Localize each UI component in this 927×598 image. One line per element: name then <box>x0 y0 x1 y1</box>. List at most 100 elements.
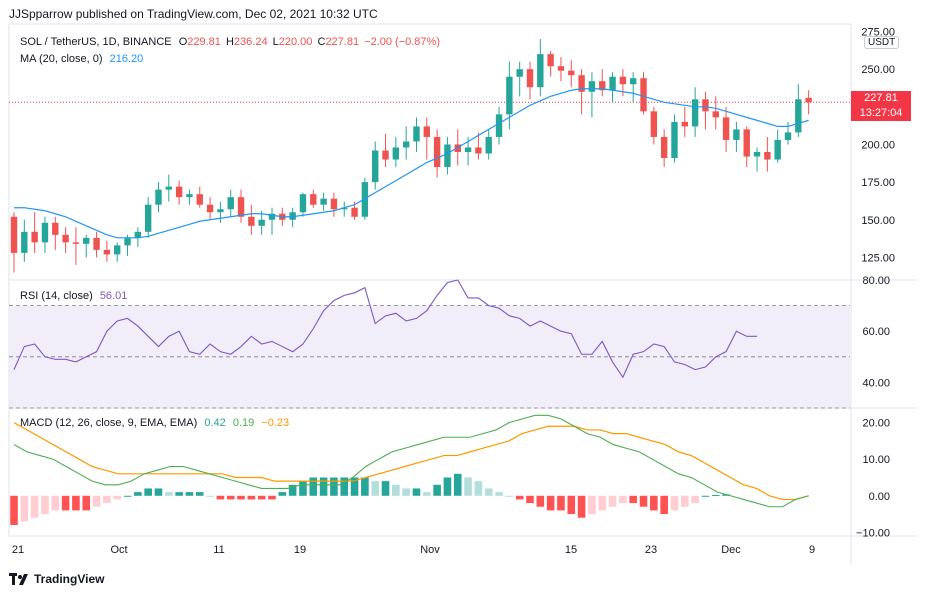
candle-body <box>588 81 596 92</box>
candle-body <box>671 121 678 159</box>
time-tick-label: 19 <box>294 544 306 556</box>
change-value: −2.00 (−0.87%) <box>364 36 440 48</box>
macd-tick-label: 0.00 <box>869 491 890 503</box>
macd-histogram-bar <box>381 481 390 496</box>
time-tick-label: 9 <box>809 544 815 556</box>
close-value: 227.81 <box>325 36 360 48</box>
time-tick-label: 15 <box>565 544 577 556</box>
candle-body <box>52 222 59 235</box>
candle-body <box>83 237 90 244</box>
rsi-line <box>13 279 758 379</box>
macd-histogram-bar <box>134 492 142 496</box>
candle-body <box>753 152 761 157</box>
candle-body <box>196 194 203 205</box>
candle-body <box>743 129 750 157</box>
ma-legend: MA (20, close, 0) 216.20 <box>20 53 147 65</box>
macd-histogram-bar <box>113 495 121 500</box>
macd-histogram-bar <box>82 495 91 511</box>
macd-histogram-bar <box>567 495 576 515</box>
macd-histogram-bar <box>515 495 524 500</box>
high-label: H <box>225 36 234 48</box>
price-tick-label: 200.00 <box>861 139 895 151</box>
candle-body <box>382 150 389 160</box>
macd-histogram-bar <box>557 495 565 511</box>
macd-histogram-bar <box>577 495 586 518</box>
time-tick-label: Dec <box>721 544 741 556</box>
macd-histogram-bar <box>257 495 266 500</box>
candle-body <box>227 197 234 210</box>
currency-unit-badge[interactable]: USDT <box>864 36 900 49</box>
histogram-value: −0.23 <box>261 417 290 429</box>
candle-body <box>640 78 647 112</box>
macd-histogram-bar <box>392 484 400 496</box>
macd-histogram-bar <box>526 495 534 504</box>
macd-histogram-bar <box>629 495 637 504</box>
candle-body <box>10 216 18 253</box>
macd-histogram-bar <box>423 492 431 496</box>
macd-histogram-bar <box>175 492 183 496</box>
candle-body <box>475 147 482 154</box>
price-tick-label: 150.00 <box>861 215 895 227</box>
macd-histogram-bar <box>319 477 328 496</box>
candle-body <box>764 152 771 160</box>
macd-histogram-bar <box>226 495 235 500</box>
macd-histogram-bar <box>402 488 410 496</box>
candle-body <box>526 69 534 88</box>
macd-histogram-bar <box>639 495 648 507</box>
candle-body <box>516 69 523 77</box>
candle-body <box>103 249 111 255</box>
candle-body <box>650 111 658 137</box>
macd-histogram-bar <box>691 495 699 504</box>
macd-histogram-bar <box>484 488 493 496</box>
macd-histogram-bar <box>608 495 617 507</box>
candle-body <box>630 78 637 85</box>
macd-histogram-bar <box>670 495 679 511</box>
price-tick-label: 275.00 <box>861 27 895 39</box>
macd-histogram-bar <box>41 495 49 515</box>
price-tick-label: 250.00 <box>861 64 895 76</box>
time-tick-label: 11 <box>213 544 224 556</box>
macd-histogram-bar <box>650 495 658 511</box>
macd-histogram-bar <box>588 495 596 515</box>
macd-histogram-bar <box>185 492 194 496</box>
candle-body <box>72 242 80 244</box>
candle-body <box>114 245 121 255</box>
tradingview-logo[interactable]: TradingView <box>9 572 104 586</box>
candle-body <box>537 54 544 88</box>
macd-histogram-bar <box>681 495 689 507</box>
time-tick-label: 23 <box>645 544 657 556</box>
low-value: 220.00 <box>278 36 313 48</box>
candle-body <box>155 189 162 205</box>
macd-histogram-bar <box>30 495 39 518</box>
macd-histogram-bar <box>546 495 555 511</box>
macd-histogram-bar <box>103 495 111 504</box>
low-label: L <box>272 36 279 48</box>
candle-body <box>175 186 183 198</box>
candle-body <box>341 207 348 210</box>
candle-body <box>124 237 131 246</box>
candle-body <box>568 70 575 76</box>
candle-body <box>372 150 379 183</box>
rsi-label: RSI (14, close) <box>20 290 93 302</box>
macd-histogram-bar <box>51 495 60 511</box>
macd-histogram-bar <box>474 481 483 496</box>
candle-body <box>702 99 709 112</box>
candle-body <box>413 126 420 142</box>
candle-body <box>578 75 585 92</box>
candle-body <box>402 141 410 148</box>
macd-histogram-bar <box>195 492 204 496</box>
macd-histogram-bar <box>288 484 297 496</box>
macd-histogram-bar <box>154 488 163 496</box>
rsi-value: 56.01 <box>99 290 128 302</box>
macd-tick-label: −10.00 <box>856 527 890 539</box>
macd-histogram-bar <box>536 495 545 507</box>
candle-body <box>144 204 152 232</box>
macd-histogram-bar <box>268 495 276 500</box>
candle-body <box>547 54 554 67</box>
candle-body <box>41 222 49 243</box>
candle-body <box>495 114 503 137</box>
candle-body <box>599 81 606 91</box>
macd-histogram-bar <box>443 477 452 496</box>
rsi-tick-label: 40.00 <box>862 377 890 389</box>
candle-body <box>464 147 472 152</box>
